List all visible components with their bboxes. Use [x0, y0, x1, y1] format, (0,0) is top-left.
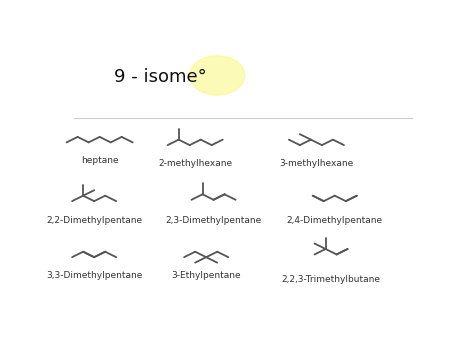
Text: 2,3-Dimethylpentane: 2,3-Dimethylpentane [165, 216, 262, 225]
Text: 2-methylhexane: 2-methylhexane [158, 159, 232, 168]
Text: 3-Ethylpentane: 3-Ethylpentane [172, 271, 241, 280]
Ellipse shape [190, 56, 245, 95]
Text: 9 - isome°: 9 - isome° [114, 68, 207, 86]
Text: 3,3-Dimethylpentane: 3,3-Dimethylpentane [46, 271, 142, 280]
Text: heptane: heptane [81, 156, 118, 165]
Text: 2,2,3-Trimethylbutane: 2,2,3-Trimethylbutane [282, 274, 381, 284]
Text: 3-methylhexane: 3-methylhexane [279, 159, 354, 168]
Text: 2,2-Dimethylpentane: 2,2-Dimethylpentane [46, 216, 142, 225]
Text: 2,4-Dimethylpentane: 2,4-Dimethylpentane [287, 216, 383, 225]
